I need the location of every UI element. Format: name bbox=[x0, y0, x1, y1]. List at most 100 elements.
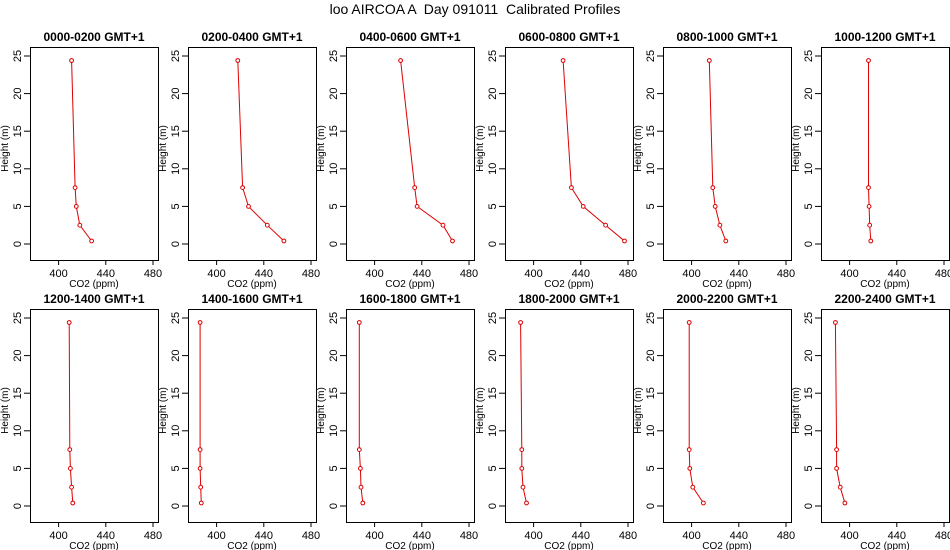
profile-point bbox=[834, 466, 839, 471]
x-axis-label: CO2 (ppm) bbox=[702, 279, 751, 290]
profile-point bbox=[866, 204, 872, 209]
y-tick-label: 5 bbox=[12, 203, 24, 209]
profile-point bbox=[414, 204, 420, 209]
y-tick-label: 5 bbox=[645, 203, 657, 209]
y-tick-label: 0 bbox=[12, 503, 24, 509]
x-tick-label: 400 bbox=[365, 268, 383, 280]
y-tick-label: 25 bbox=[487, 50, 499, 62]
x-tick-label: 440 bbox=[255, 268, 273, 280]
y-axis-label: Height (m) bbox=[791, 387, 802, 434]
y-tick-label: 10 bbox=[487, 163, 499, 175]
x-tick-label: 480 bbox=[460, 268, 478, 280]
profile-point bbox=[842, 500, 848, 506]
y-tick-label: 15 bbox=[645, 125, 657, 137]
profile-panel-10: 1800-2000 GMT+1 0 5 10 15 20 25 Height (m) 400 44… bbox=[475, 292, 637, 550]
x-axis-label: CO2 (ppm) bbox=[702, 541, 751, 550]
profile-point bbox=[440, 222, 446, 228]
profile-line bbox=[68, 322, 74, 504]
y-tick-label: 0 bbox=[487, 503, 499, 509]
panel-title: 1000-1200 GMT+1 bbox=[834, 30, 935, 44]
panel-title: 0000-0200 GMT+1 bbox=[43, 30, 144, 44]
x-tick-label: 480 bbox=[144, 530, 162, 542]
profile-panel-3: 0400-0600 GMT+1 0 5 10 15 20 25 Height (m) 400 44… bbox=[316, 30, 478, 290]
y-tick-label: 5 bbox=[803, 203, 815, 209]
y-tick-label: 20 bbox=[645, 87, 657, 99]
x-axis-label: CO2 (ppm) bbox=[544, 279, 593, 290]
x-tick-label: 440 bbox=[97, 530, 115, 542]
y-tick-label: 20 bbox=[170, 349, 182, 361]
profile-point bbox=[723, 238, 729, 244]
panel-title: 2000-2200 GMT+1 bbox=[676, 292, 777, 306]
y-tick-label: 10 bbox=[803, 425, 815, 437]
profile-point bbox=[603, 222, 608, 228]
y-axis-label: Height (m) bbox=[316, 125, 327, 172]
y-tick-label: 0 bbox=[803, 503, 815, 509]
y-tick-label: 15 bbox=[487, 125, 499, 137]
y-tick-label: 5 bbox=[12, 465, 24, 471]
x-tick-label: 400 bbox=[524, 530, 542, 542]
x-tick-label: 480 bbox=[302, 268, 320, 280]
y-tick-label: 10 bbox=[328, 425, 340, 437]
profile-panel-6: 1000-1200 GMT+1 0 5 10 15 20 25 Height (m) 400 44… bbox=[791, 30, 950, 290]
profile-point bbox=[866, 58, 871, 63]
profile-point bbox=[240, 185, 246, 191]
profile-panel-9: 1600-1800 GMT+1 0 5 10 15 20 25 Height (m) 400 44… bbox=[316, 292, 478, 550]
profile-panel-5: 0800-1000 GMT+1 0 5 10 15 20 25 Height (m) 400 44… bbox=[633, 30, 795, 290]
y-tick-label: 10 bbox=[12, 425, 24, 437]
y-tick-label: 5 bbox=[803, 465, 815, 471]
y-axis-label: Height (m) bbox=[475, 125, 486, 172]
x-axis-label: CO2 (ppm) bbox=[544, 541, 593, 550]
figure-title: loo AIRCOA A Day 091011 Calibrated Profi… bbox=[329, 1, 621, 17]
profile-point bbox=[67, 447, 73, 453]
y-axis-label: Height (m) bbox=[633, 125, 644, 172]
profile-panel-11: 2000-2200 GMT+1 0 5 10 15 20 25 Height (m) 400 44… bbox=[633, 292, 795, 550]
y-tick-label: 10 bbox=[12, 163, 24, 175]
profile-point bbox=[686, 320, 692, 325]
x-tick-label: 400 bbox=[682, 268, 700, 280]
y-tick-label: 10 bbox=[328, 163, 340, 175]
profile-line bbox=[199, 322, 202, 504]
x-axis-label: CO2 (ppm) bbox=[227, 541, 276, 550]
profile-point bbox=[358, 484, 364, 490]
y-axis-label: Height (m) bbox=[158, 125, 169, 172]
y-tick-label: 25 bbox=[12, 50, 24, 62]
y-tick-label: 15 bbox=[803, 125, 815, 137]
profile-point bbox=[197, 320, 203, 325]
y-axis-label: Height (m) bbox=[0, 125, 11, 172]
x-tick-label: 480 bbox=[302, 530, 320, 542]
profile-point bbox=[686, 447, 692, 453]
profile-point bbox=[560, 58, 566, 63]
y-tick-label: 25 bbox=[170, 312, 182, 324]
profile-point bbox=[89, 238, 94, 244]
profile-point bbox=[356, 320, 362, 325]
x-tick-label: 480 bbox=[935, 530, 950, 542]
y-tick-label: 20 bbox=[803, 87, 815, 99]
x-tick-label: 480 bbox=[619, 530, 637, 542]
y-tick-label: 20 bbox=[12, 87, 24, 99]
x-tick-label: 400 bbox=[682, 530, 700, 542]
panel-title: 0800-1000 GMT+1 bbox=[676, 30, 777, 44]
panel-title: 1400-1600 GMT+1 bbox=[201, 292, 302, 306]
x-axis-label: CO2 (ppm) bbox=[385, 279, 434, 290]
profile-point bbox=[66, 320, 72, 325]
profile-point bbox=[867, 222, 873, 228]
x-tick-label: 440 bbox=[97, 268, 115, 280]
x-tick-label: 400 bbox=[365, 530, 383, 542]
y-axis-label: Height (m) bbox=[791, 125, 802, 172]
y-tick-label: 15 bbox=[170, 125, 182, 137]
x-axis-label: CO2 (ppm) bbox=[860, 279, 909, 290]
profile-point bbox=[569, 185, 574, 191]
y-tick-label: 5 bbox=[487, 203, 499, 209]
y-tick-label: 0 bbox=[645, 241, 657, 247]
y-tick-label: 5 bbox=[487, 465, 499, 471]
profile-point bbox=[281, 238, 287, 244]
x-tick-label: 400 bbox=[49, 530, 67, 542]
y-tick-label: 5 bbox=[328, 465, 340, 471]
profile-panel-8: 1400-1600 GMT+1 0 5 10 15 20 25 Height (m) 400 44… bbox=[158, 292, 320, 550]
y-tick-label: 5 bbox=[328, 203, 340, 209]
y-tick-label: 20 bbox=[803, 349, 815, 361]
plot-frame bbox=[346, 47, 475, 261]
y-tick-label: 0 bbox=[328, 503, 340, 509]
profile-point bbox=[519, 466, 525, 471]
plot-frame bbox=[821, 47, 950, 261]
